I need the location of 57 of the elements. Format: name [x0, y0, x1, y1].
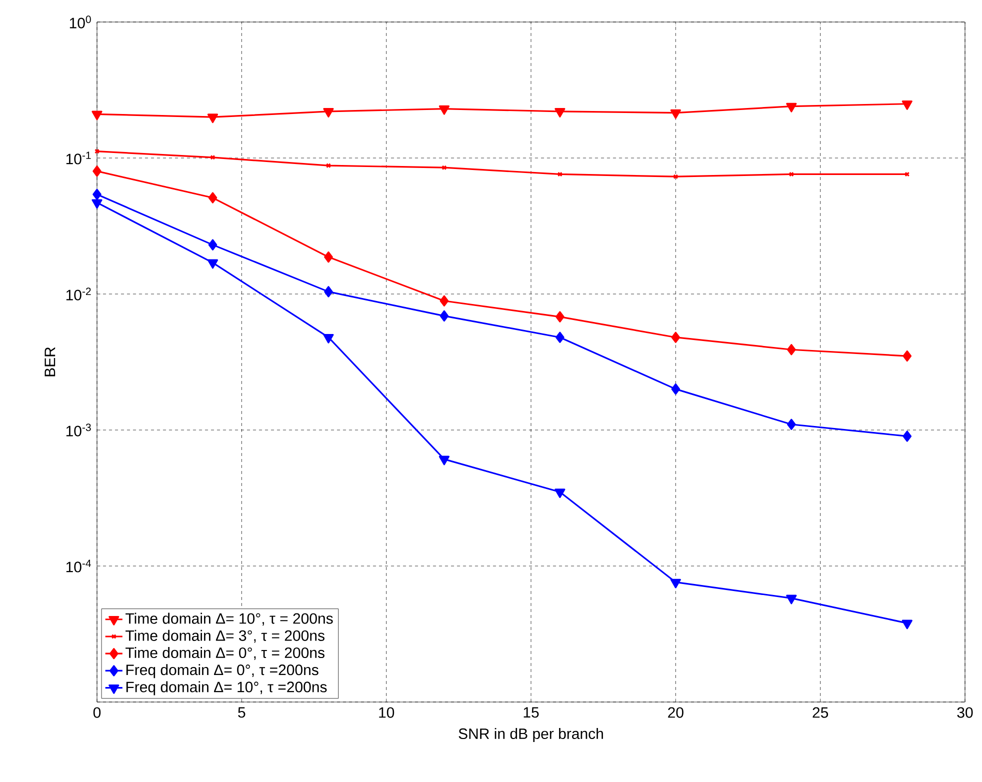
- point: [787, 344, 796, 356]
- point: [787, 418, 796, 430]
- point: [554, 488, 566, 498]
- point: [557, 172, 562, 177]
- point: [786, 594, 797, 604]
- point: [92, 188, 102, 200]
- legend-label: Time domain Δ= 0°, τ = 200ns: [126, 647, 324, 660]
- y-tick-label: 10$^{-1}$: [66, 152, 91, 164]
- x-tick-label: 5: [238, 707, 246, 718]
- point: [902, 620, 912, 630]
- y-axis-title: BER: [44, 347, 56, 376]
- point: [92, 166, 102, 177]
- point: [323, 334, 334, 344]
- point: [326, 163, 331, 168]
- point: [324, 251, 333, 263]
- point: [210, 154, 216, 160]
- legend-label: Time domain Δ= 10°, τ = 200ns: [126, 612, 333, 626]
- point: [438, 105, 450, 115]
- point: [440, 310, 449, 322]
- point: [554, 108, 566, 118]
- point: [440, 295, 449, 306]
- point: [92, 199, 102, 209]
- point: [438, 456, 450, 466]
- legend-label: Freq domain Δ= 0°, τ =200ns: [126, 664, 318, 678]
- point: [670, 578, 681, 588]
- point: [442, 165, 447, 170]
- legend-label: Time domain Δ= 3°, τ = 200ns: [126, 630, 324, 643]
- point: [902, 100, 912, 110]
- point: [207, 114, 218, 124]
- x-tick-label: 0: [93, 707, 101, 718]
- point: [673, 174, 678, 180]
- x-tick-label: 25: [812, 707, 828, 718]
- point: [788, 172, 794, 177]
- point: [207, 259, 218, 269]
- point: [671, 332, 680, 343]
- point: [323, 108, 334, 118]
- point: [902, 430, 912, 442]
- y-tick-label: 10$^{-4}$: [66, 560, 91, 572]
- legend-label: Freq domain Δ= 10°, τ =200ns: [126, 681, 327, 696]
- point: [324, 286, 333, 298]
- x-tick-label: 15: [524, 707, 539, 718]
- point: [92, 110, 102, 120]
- x-tick-label: 20: [668, 707, 684, 718]
- point: [670, 109, 681, 119]
- point: [556, 311, 564, 322]
- point: [208, 192, 218, 204]
- x-tick-label: 10: [379, 707, 394, 718]
- point: [208, 239, 218, 250]
- point: [786, 102, 797, 112]
- x-tick-label: 30: [957, 707, 973, 718]
- x-axis-title: SNR in dB per branch: [458, 728, 603, 742]
- point: [902, 350, 912, 362]
- y-tick-label: 10$^{-3}$: [66, 424, 91, 436]
- point: [556, 332, 564, 343]
- y-tick-label: 10$^{0}$: [70, 16, 91, 28]
- y-tick-label: 10$^{-2}$: [66, 288, 91, 300]
- point: [671, 383, 680, 395]
